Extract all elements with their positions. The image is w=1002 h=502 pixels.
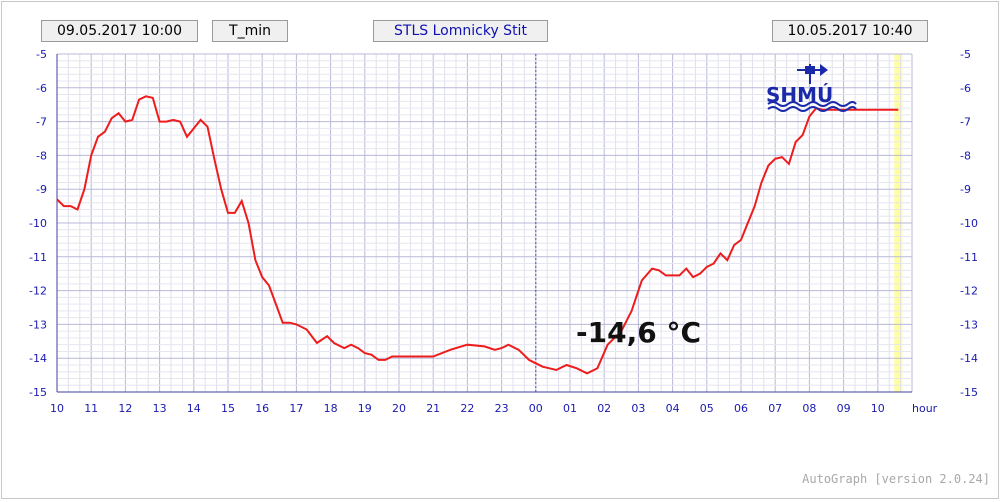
x-tick-label: 02 — [597, 402, 611, 415]
x-tick-label: 14 — [187, 402, 201, 415]
y-tick-label: -9 — [36, 183, 47, 196]
x-tick-label: 04 — [666, 402, 680, 415]
y-tick-label: -12 — [960, 285, 978, 298]
x-tick-label: 06 — [734, 402, 748, 415]
x-tick-label: 10 — [50, 402, 64, 415]
x-tick-label: 12 — [118, 402, 132, 415]
x-tick-label: 10 — [871, 402, 885, 415]
x-axis: 10 11 12 13 14 15 16 17 18 19 20 21 22 23 00 01 02 03 04 05… — [50, 402, 885, 415]
y-tick-label: -6 — [960, 82, 971, 95]
temperature-series-line — [56, 95, 899, 375]
x-tick-label: 00 — [529, 402, 543, 415]
y-tick-label: -7 — [960, 116, 971, 129]
x-tick-label: 15 — [221, 402, 235, 415]
x-tick-label: 18 — [324, 402, 338, 415]
y-tick-label: -8 — [960, 149, 971, 162]
x-tick-label: 03 — [631, 402, 645, 415]
x-tick-label: 09 — [837, 402, 851, 415]
version-footer: AutoGraph [version 2.0.24] — [802, 472, 990, 486]
x-tick-label: 11 — [84, 402, 98, 415]
station-box: STLS Lomnicky Stit — [373, 20, 548, 42]
end-time-box: 10.05.2017 10:40 — [772, 20, 928, 42]
variable-box: T_min — [212, 20, 288, 42]
x-tick-label: 20 — [392, 402, 406, 415]
y-tick-label: -11 — [29, 251, 47, 264]
x-tick-label: 13 — [153, 402, 167, 415]
x-tick-label: 08 — [802, 402, 816, 415]
x-tick-label: 01 — [563, 402, 577, 415]
x-axis-unit-label: hour — [912, 402, 938, 415]
start-time-box: 09.05.2017 10:00 — [41, 20, 198, 42]
x-tick-label: 19 — [358, 402, 372, 415]
y-tick-label: -6 — [36, 82, 47, 95]
y-tick-label: -15 — [960, 386, 978, 399]
y-tick-label: -10 — [29, 217, 47, 230]
shmu-logo: SHMÚ — [766, 64, 857, 112]
x-tick-label: 07 — [768, 402, 782, 415]
waves-icon — [767, 101, 857, 112]
y-axis-right: -5 -6 -7 -8 -9 -10 -11 -12 -13 -14 -15 — [960, 48, 978, 399]
y-tick-label: -5 — [36, 48, 47, 61]
y-axis-left: -5 -6 -7 -8 -9 -10 -11 -12 -13 -14 -15 — [29, 48, 47, 399]
x-tick-label: 05 — [700, 402, 714, 415]
y-tick-label: -5 — [960, 48, 971, 61]
x-tick-label: 23 — [495, 402, 509, 415]
x-tick-label: 21 — [426, 402, 440, 415]
y-tick-label: -13 — [29, 318, 47, 331]
y-tick-label: -14 — [960, 352, 978, 365]
y-tick-label: -11 — [960, 251, 978, 264]
y-tick-label: -8 — [36, 149, 47, 162]
y-tick-label: -14 — [29, 352, 47, 365]
x-tick-label: 22 — [460, 402, 474, 415]
x-tick-label: 16 — [255, 402, 269, 415]
y-tick-label: -7 — [36, 116, 47, 129]
y-tick-label: -15 — [29, 386, 47, 399]
weather-vane-icon — [797, 64, 828, 84]
y-tick-label: -12 — [29, 285, 47, 298]
x-tick-label: 17 — [289, 402, 303, 415]
y-tick-label: -10 — [960, 217, 978, 230]
y-tick-label: -9 — [960, 183, 971, 196]
y-tick-label: -13 — [960, 318, 978, 331]
current-value-label: -14,6 °C — [576, 316, 701, 349]
axes — [56, 54, 912, 393]
